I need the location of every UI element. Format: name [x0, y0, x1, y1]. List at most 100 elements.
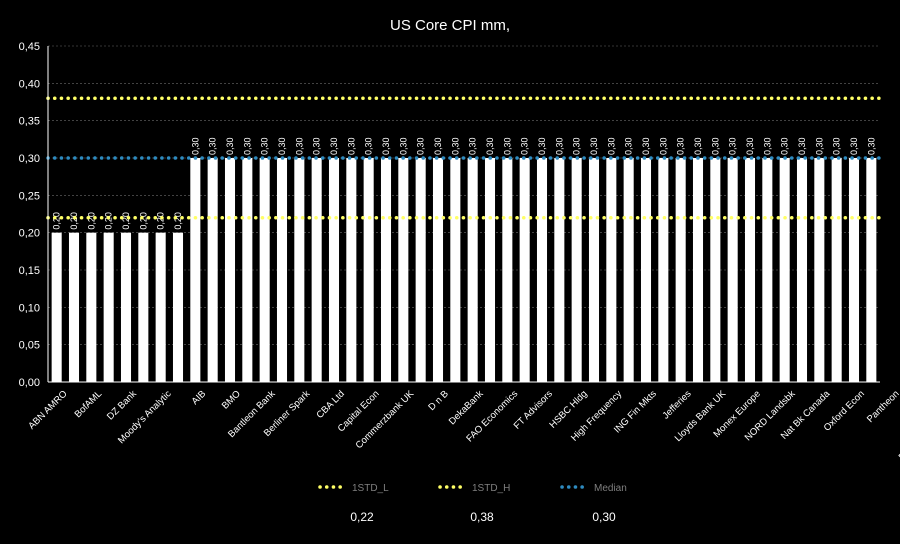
bar: [120, 232, 132, 382]
x-tick-label: Pantheon: [865, 388, 900, 425]
data-label: 0,20: [138, 212, 148, 230]
data-label: 0,30: [832, 137, 842, 155]
y-tick-label: 0,30: [19, 153, 40, 165]
bar: [796, 158, 808, 382]
data-label: 0,20: [156, 212, 166, 230]
y-tick-label: 0,45: [19, 41, 40, 53]
gridlines: [48, 45, 880, 345]
legend-label: Median: [594, 483, 627, 494]
y-tick-label: 0,25: [19, 190, 40, 202]
bar: [762, 158, 773, 382]
bar: [398, 158, 409, 382]
bar: [484, 158, 496, 382]
x-tick-label: D n B: [426, 388, 451, 413]
data-label: 0,30: [520, 137, 530, 155]
bar: [502, 158, 513, 382]
data-label: 0,30: [364, 137, 374, 155]
y-tick-label: 0,15: [19, 265, 40, 277]
bar: [103, 232, 114, 382]
data-label: 0,30: [762, 137, 772, 155]
data-labels: 0,20 0,20 0,20 0,20 0,20 0,20 0,20 0,20 0,30 0,30…: [52, 137, 877, 229]
bar: [155, 232, 166, 382]
bar: [190, 158, 201, 382]
bar: [346, 158, 357, 382]
data-label: 0,30: [641, 137, 651, 155]
data-label: 0,20: [52, 212, 62, 230]
data-label: 0,20: [121, 212, 131, 230]
legend-label: 1STD_L: [352, 483, 389, 494]
bar: [536, 158, 548, 382]
bar: [86, 232, 97, 382]
bar: [259, 158, 270, 382]
data-label: 0,30: [572, 137, 582, 155]
data-label: 0,20: [173, 212, 183, 230]
data-label: 0,30: [450, 137, 460, 155]
data-label: 0,30: [190, 137, 200, 155]
data-label: 0,30: [225, 137, 235, 155]
y-tick-label: 0,05: [19, 340, 40, 352]
data-label: 0,30: [537, 137, 547, 155]
data-label: 0,30: [294, 137, 304, 155]
x-tick-label: Jefferies: [661, 388, 694, 421]
y-tick-label: 0,00: [19, 377, 40, 389]
x-tick-label: Commerzbank UK: [354, 388, 417, 451]
y-tick-label: 0,20: [19, 228, 40, 240]
bar: [623, 158, 634, 382]
bar: [571, 158, 582, 382]
y-axis: 0,00 0,05 0,10 0,15 0,20 0,25 0,30 0,35 0,40 0,45: [19, 41, 880, 389]
data-label: 0,30: [277, 137, 287, 155]
bar: [675, 158, 686, 382]
bar: [311, 158, 322, 382]
legend: 1STD_L 0,22 1STD_H 0,38 Median 0,30: [318, 483, 627, 524]
bar: [814, 158, 825, 382]
bar: [415, 158, 426, 382]
data-label: 0,30: [797, 137, 807, 155]
bar: [554, 158, 565, 382]
data-label: 0,30: [745, 137, 755, 155]
bars: [51, 158, 877, 382]
bar: [692, 158, 704, 382]
bar: [848, 158, 860, 382]
y-tick-label: 0,40: [19, 78, 40, 90]
bar: [380, 158, 392, 382]
data-label: 0,30: [433, 137, 443, 155]
data-label: 0,20: [104, 212, 114, 230]
bar: [328, 158, 340, 382]
bar: [727, 158, 738, 382]
data-label: 0,30: [814, 137, 824, 155]
data-label: 0,30: [710, 137, 720, 155]
legend-value: 0,30: [592, 510, 616, 524]
bar: [640, 158, 652, 382]
bar: [866, 158, 877, 382]
bar: [224, 158, 236, 382]
y-tick-label: 0,35: [19, 116, 40, 128]
data-label: 0,20: [86, 212, 96, 230]
bar: [450, 158, 461, 382]
data-label: 0,30: [658, 137, 668, 155]
data-label: 0,30: [606, 137, 616, 155]
data-label: 0,30: [624, 137, 634, 155]
bar: [207, 158, 218, 382]
bar: [606, 158, 617, 382]
data-label: 0,30: [398, 137, 408, 155]
bar: [172, 232, 184, 382]
bar: [363, 158, 374, 382]
data-label: 0,30: [676, 137, 686, 155]
data-label: 0,30: [554, 137, 564, 155]
data-label: 0,30: [381, 137, 391, 155]
reference-lines: [46, 96, 882, 220]
x-tick-label: ABN AMRO: [26, 388, 69, 431]
data-label: 0,30: [589, 137, 599, 155]
data-label: 0,30: [728, 137, 738, 155]
data-label: 0,30: [502, 137, 512, 155]
legend-value: 0,38: [470, 510, 494, 524]
bar: [68, 232, 80, 382]
data-label: 0,30: [849, 137, 859, 155]
bar: [831, 158, 842, 382]
data-label: 0,30: [485, 137, 495, 155]
bar: [51, 232, 62, 382]
bar: [710, 158, 721, 382]
data-label: 0,30: [312, 137, 322, 155]
